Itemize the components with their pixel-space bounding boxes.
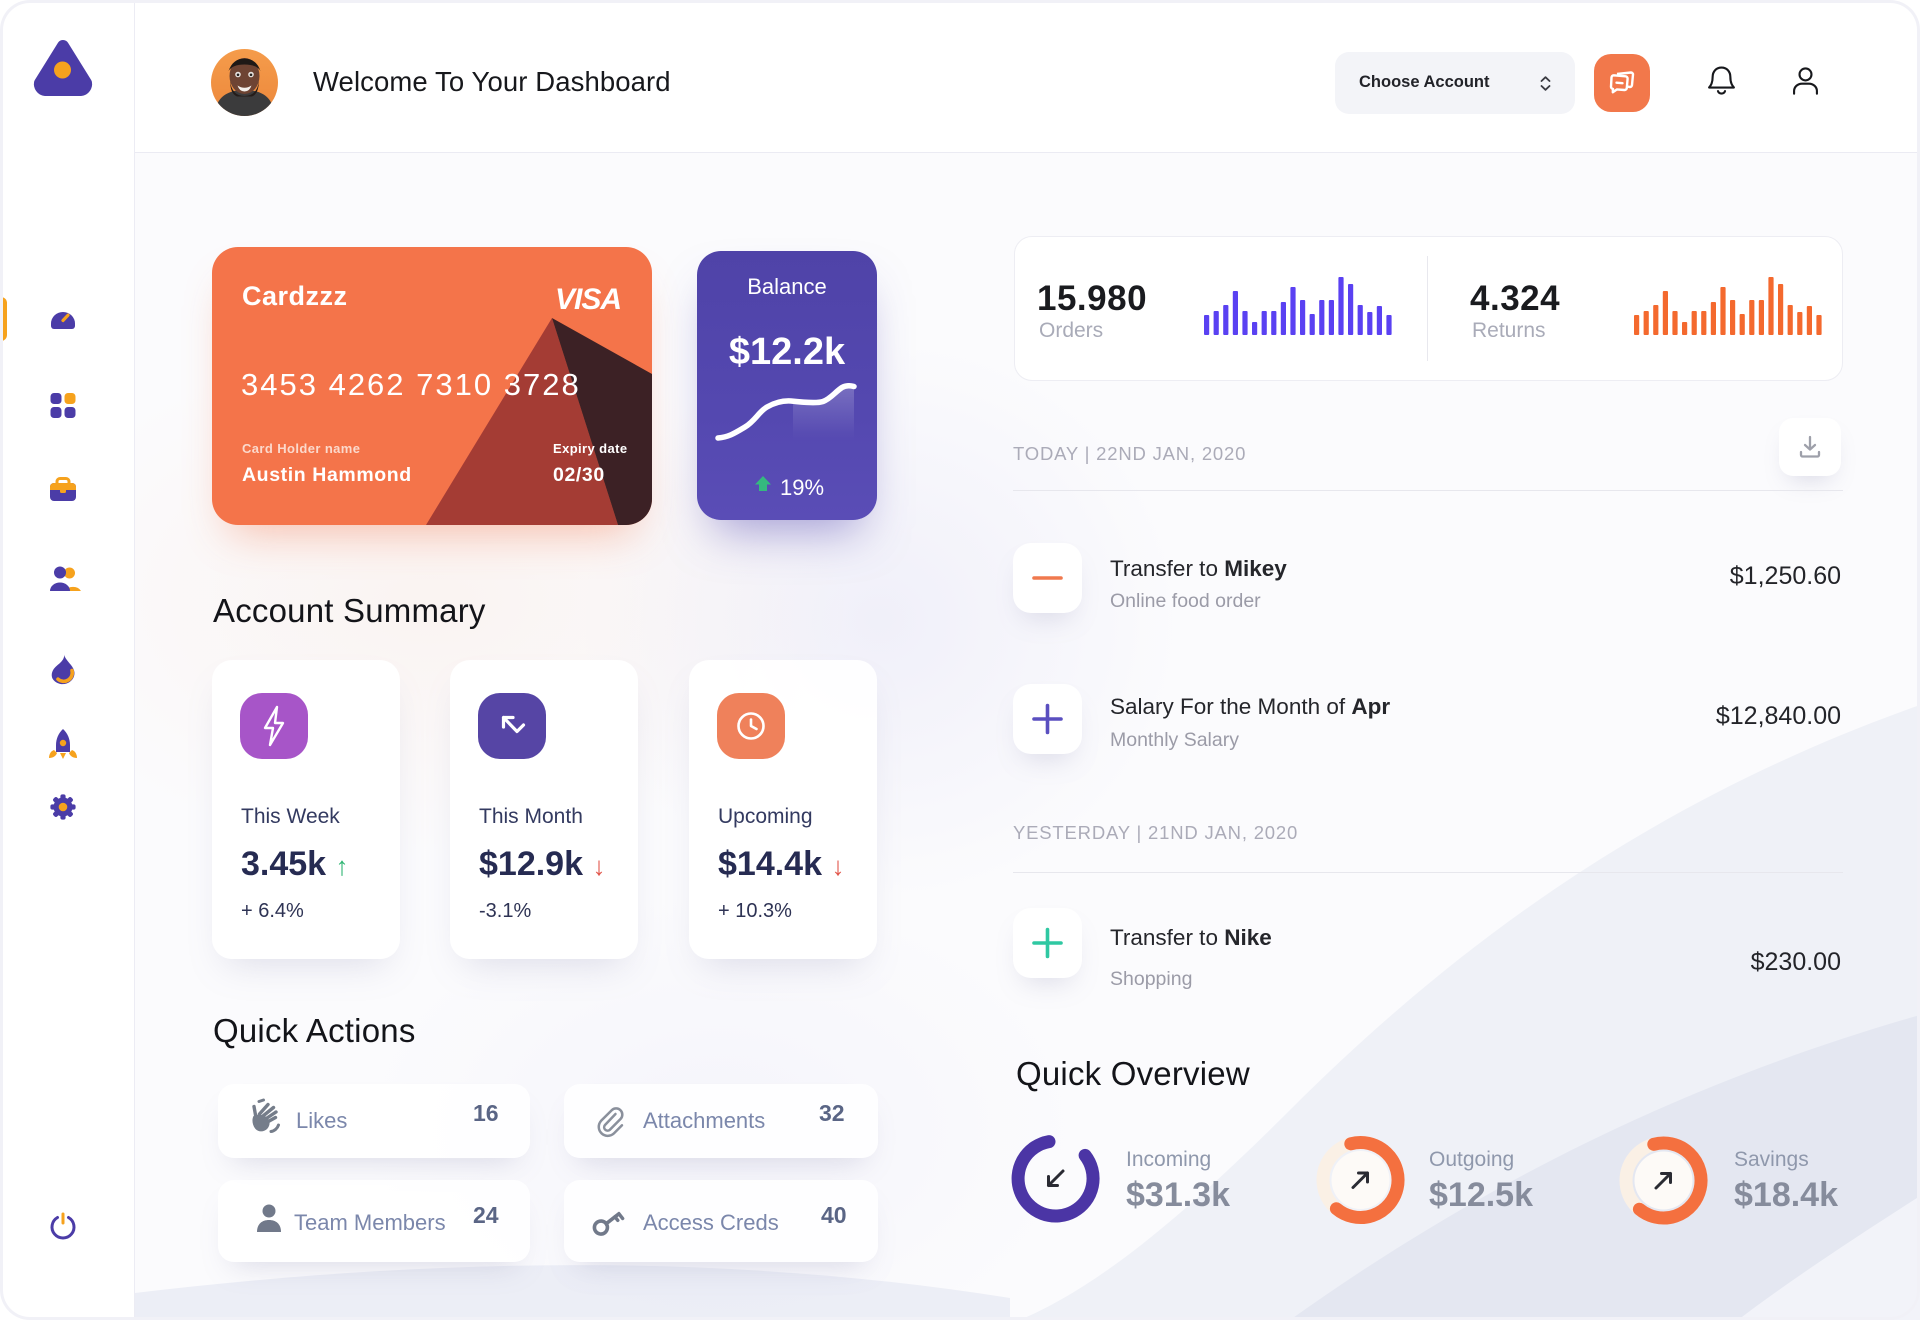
- svg-text:19%: 19%: [780, 476, 824, 500]
